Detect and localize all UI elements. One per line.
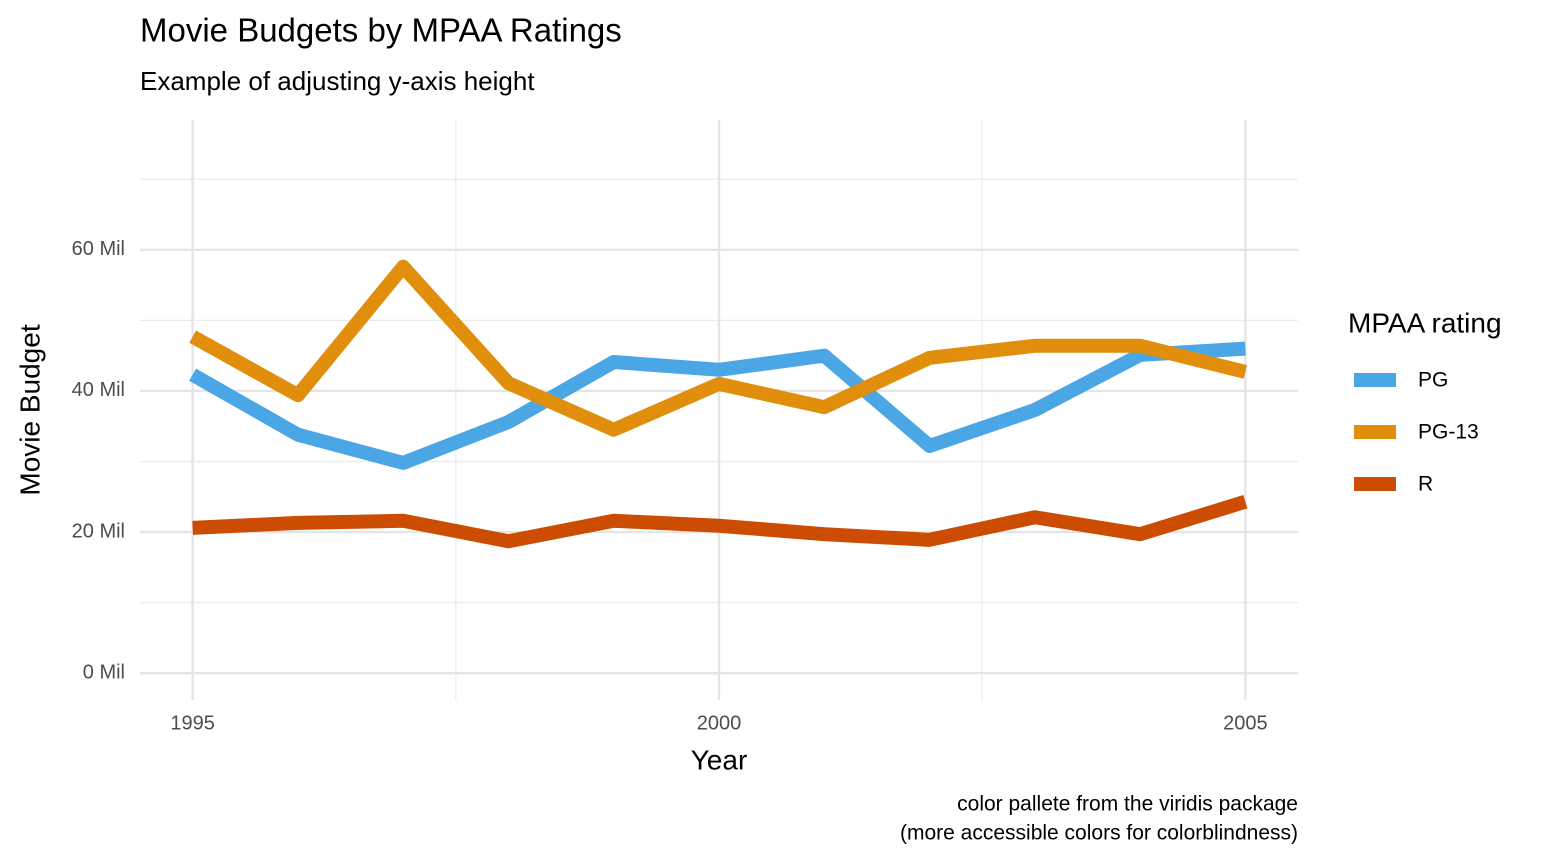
y-tick-label: 0 Mil [83, 661, 125, 683]
x-tick-label: 2005 [1223, 712, 1268, 734]
legend-label: R [1418, 473, 1433, 496]
caption: color pallete from the viridis package [957, 793, 1298, 816]
line [189, 341, 1246, 470]
x-tick-label: 1995 [170, 712, 215, 734]
y-axis-title: Movie Budget [14, 324, 45, 495]
y-tick-label: 60 Mil [72, 238, 125, 260]
y-tick-label: 40 Mil [72, 379, 125, 401]
chart-title: Movie Budgets by MPAA Ratings [140, 12, 622, 49]
x-axis-title: Year [691, 744, 748, 775]
legend-label: PG [1418, 369, 1448, 392]
legend-label: PG-13 [1418, 421, 1479, 444]
y-tick-label: 20 Mil [72, 520, 125, 542]
line [189, 259, 1248, 437]
line [192, 495, 1248, 549]
x-tick-label: 2000 [697, 712, 742, 734]
chart-subtitle: Example of adjusting y-axis height [140, 66, 535, 96]
caption: (more accessible colors for colorblindne… [900, 822, 1298, 845]
legend-title: MPAA rating [1348, 307, 1502, 338]
